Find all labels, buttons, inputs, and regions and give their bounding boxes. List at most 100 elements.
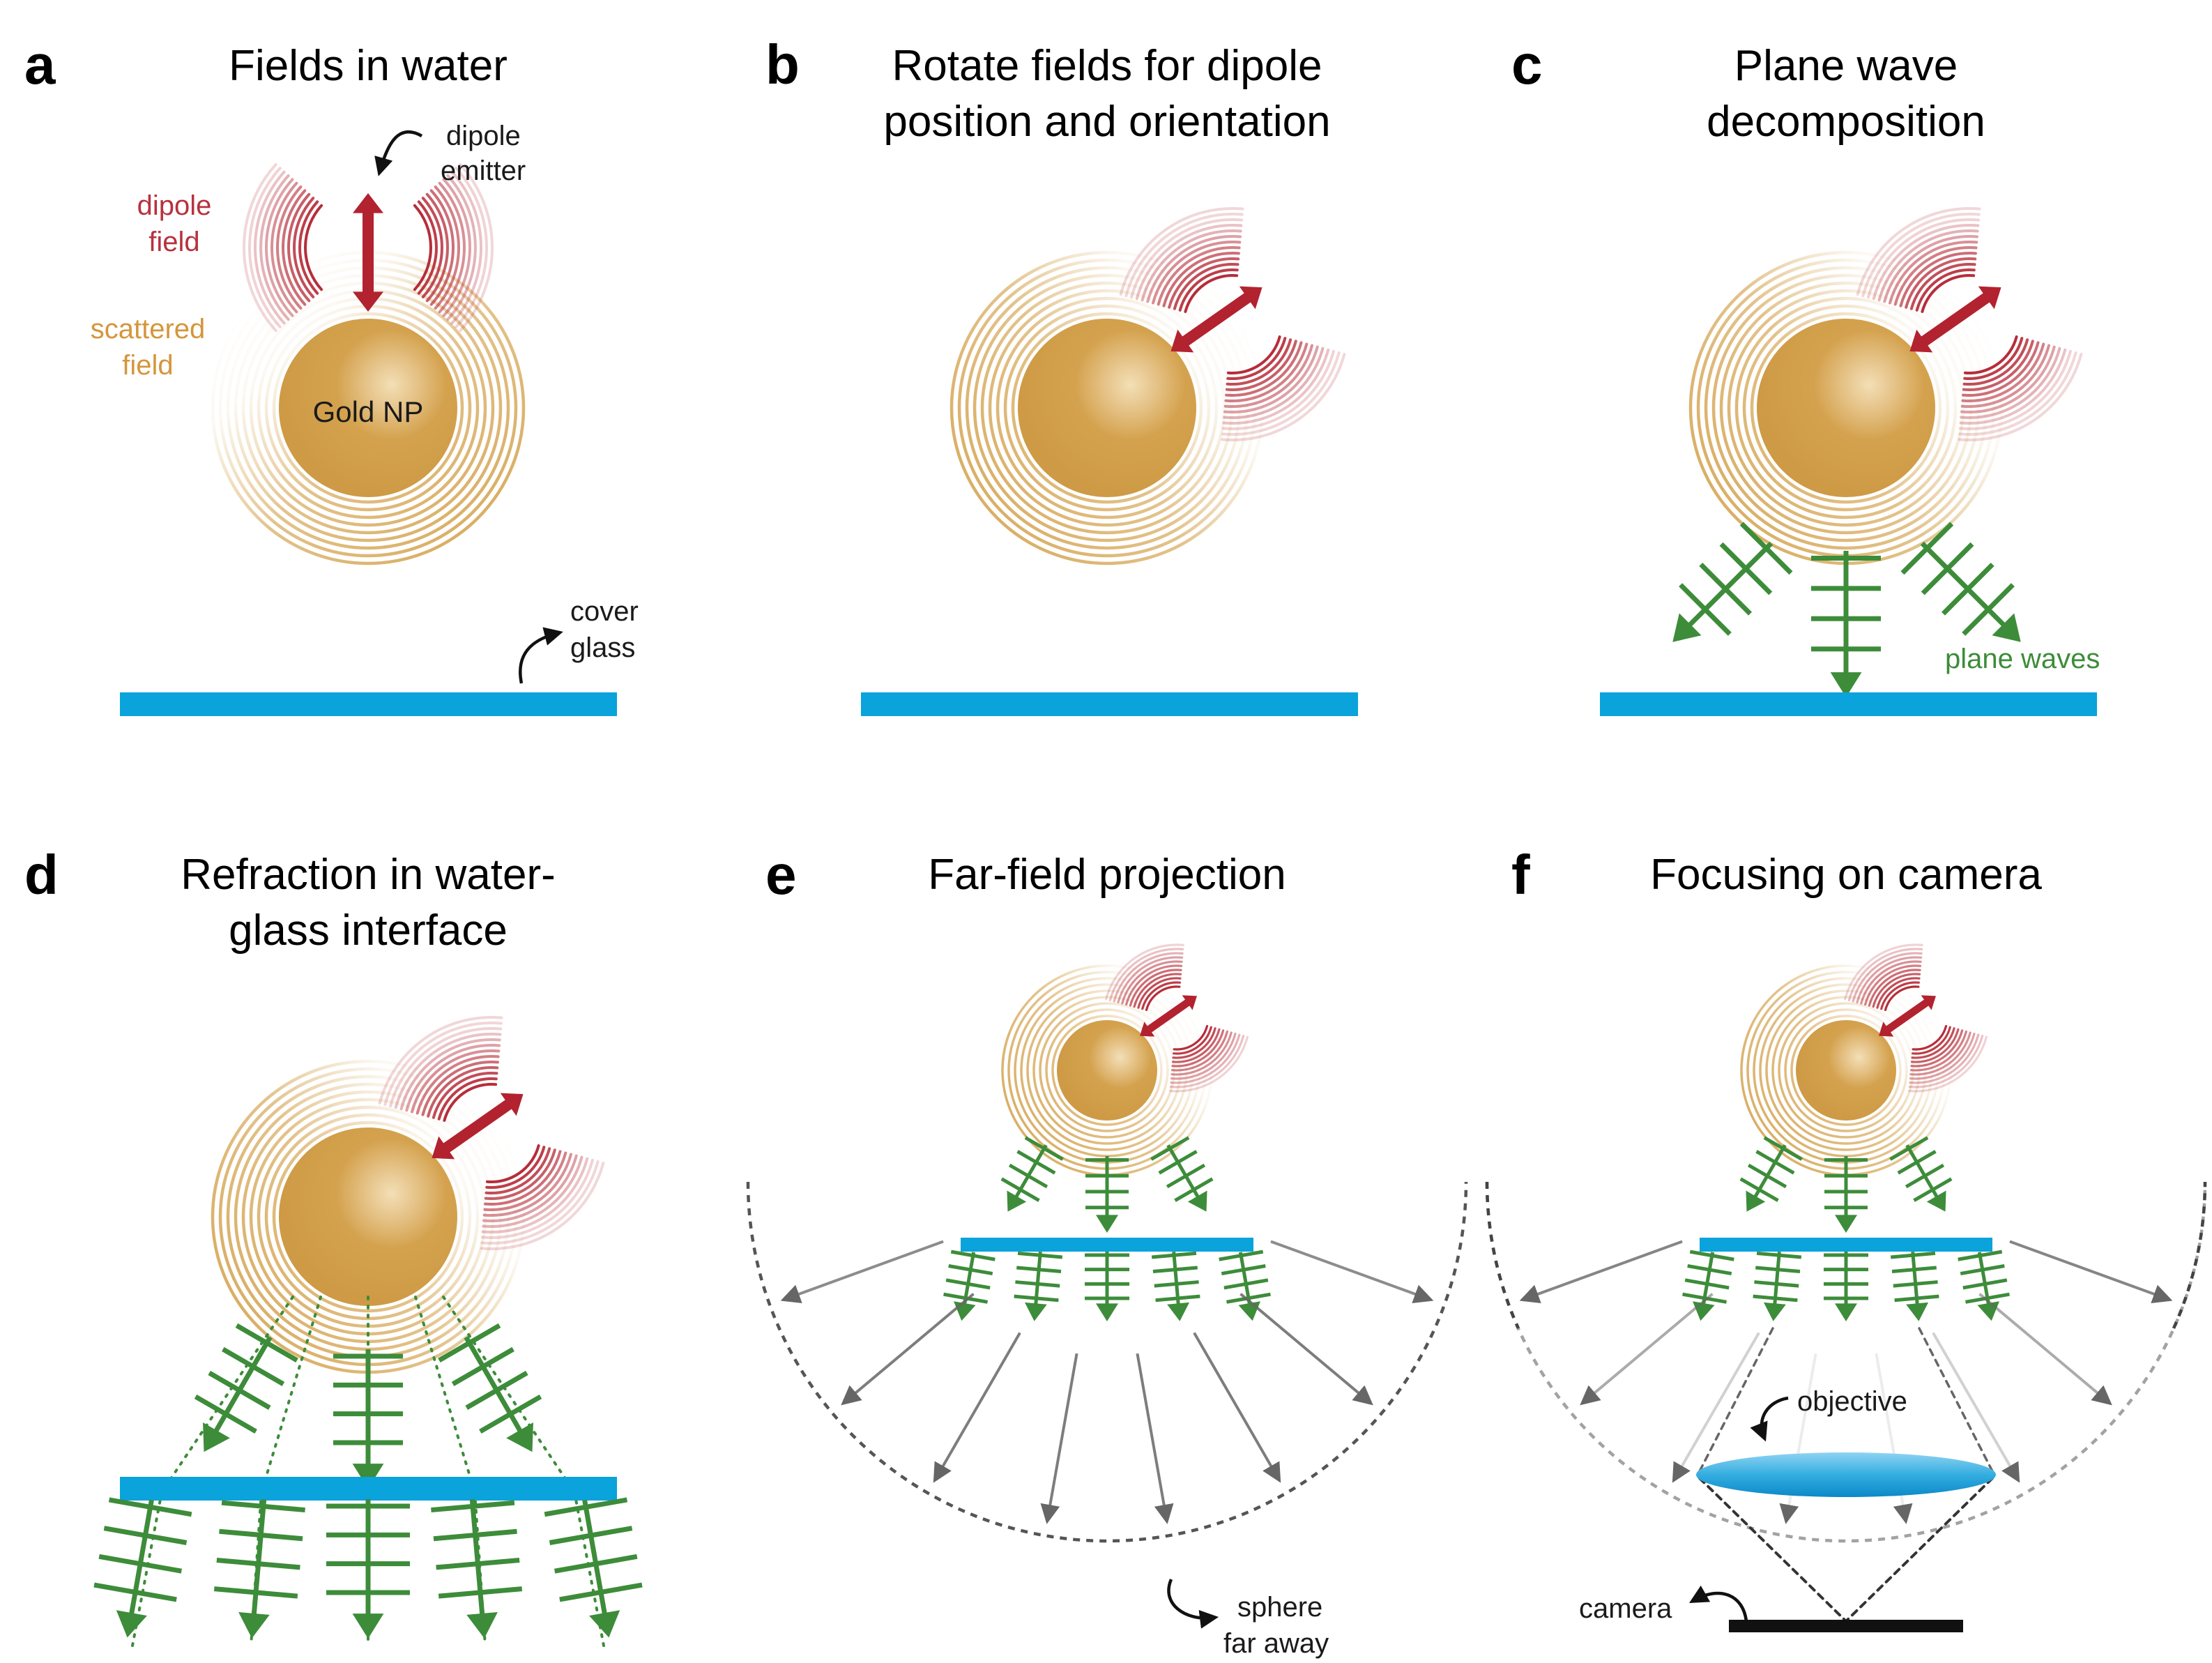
wave-front-bar bbox=[431, 1500, 515, 1513]
dipole-field-arc bbox=[1912, 1025, 1948, 1051]
wave-front-bar bbox=[1689, 1250, 1734, 1261]
dipole-field-arc bbox=[1909, 262, 1976, 310]
wave-front-bar bbox=[1905, 1163, 1945, 1189]
wave-arrow-head bbox=[1693, 1301, 1715, 1321]
panel-c-cover-glass bbox=[1600, 692, 2097, 716]
wave-front-bar bbox=[1747, 1163, 1787, 1189]
wave-front-bar bbox=[436, 1557, 520, 1570]
dipole-field-arc bbox=[1124, 213, 1244, 298]
panel-d-transmitted-wave-3 bbox=[326, 1499, 410, 1639]
wave-front-bar bbox=[108, 1497, 192, 1517]
wave-front-bar bbox=[479, 1394, 542, 1434]
wave-arrow-head bbox=[1096, 1303, 1118, 1321]
dipole-field-arc bbox=[421, 1061, 499, 1116]
dipole-arrow-head bbox=[1182, 995, 1197, 1010]
dipole-field-arc bbox=[1909, 1031, 1971, 1076]
panel-f-plane-wave-left bbox=[1739, 1136, 1803, 1212]
dipole-field-arc bbox=[411, 1049, 501, 1114]
wave-front-bar bbox=[1962, 1278, 2008, 1290]
cover-glass-pointer-arrow bbox=[519, 627, 563, 684]
panel-e-plane-wave-center bbox=[1085, 1156, 1129, 1233]
wave-front-bar bbox=[943, 1292, 988, 1304]
panel-f-transmitted-wave-2 bbox=[1753, 1251, 1802, 1321]
panel-f-transmitted-wave-5 bbox=[1958, 1250, 2010, 1321]
scattered-field-ring bbox=[1011, 312, 1203, 504]
wave-arrow-head bbox=[238, 1611, 270, 1639]
dipole-field-arc bbox=[281, 189, 307, 306]
dipole-field-arc bbox=[270, 181, 298, 314]
wave-arrow-head bbox=[1835, 1303, 1857, 1321]
panel-letter-e: e bbox=[765, 844, 797, 906]
wave-front-bar bbox=[549, 1526, 633, 1545]
wave-front-bar bbox=[1158, 1150, 1198, 1175]
panel-d-incident-ray bbox=[442, 1296, 576, 1494]
dipole-field-arc bbox=[248, 167, 282, 328]
dipole-arrow-head bbox=[353, 193, 383, 213]
panel-f-cone-line bbox=[1918, 1327, 1994, 1473]
panel-f-dipole-field bbox=[1844, 943, 1988, 1093]
dipole-field-arc bbox=[1221, 351, 1341, 436]
panel-b-gold-np bbox=[1018, 319, 1196, 497]
dipole-field-arc bbox=[485, 1144, 540, 1183]
panel-f-transmitted-wave-3 bbox=[1824, 1252, 1868, 1321]
dipole-field-arc bbox=[1170, 1033, 1241, 1084]
dipole-field-arc bbox=[480, 1162, 605, 1250]
dipole-field-arc bbox=[1168, 257, 1240, 309]
wave-front-bar bbox=[1755, 1266, 1801, 1274]
wave-front-bar bbox=[1958, 1250, 2003, 1261]
dipole-field-arc bbox=[1225, 340, 1297, 391]
dipole-field-arc bbox=[482, 1155, 583, 1228]
dipole-arrow-head bbox=[500, 1093, 524, 1116]
dipole-field-arc bbox=[1877, 229, 1979, 302]
sphere-far-away-pointer-arrow bbox=[1167, 1579, 1219, 1629]
dipole-field-arc bbox=[1905, 257, 1977, 309]
camera-label: camera bbox=[1579, 1593, 1672, 1624]
wave-front-bar bbox=[1024, 1136, 1064, 1161]
panel-e-transmitted-wave-2 bbox=[1014, 1251, 1063, 1321]
panel-f-cone-line bbox=[1698, 1327, 1774, 1473]
wave-front-bar bbox=[950, 1250, 996, 1261]
dipole-field-arc bbox=[1170, 1032, 1237, 1080]
panel-f-far-field-arrow bbox=[1932, 1332, 2020, 1483]
dipole-field-arc bbox=[276, 185, 303, 310]
wave-arrow-head bbox=[506, 1422, 533, 1452]
wave-front-bar bbox=[1897, 1150, 1937, 1175]
dipole-arrow-shaft bbox=[1145, 998, 1192, 1034]
panel-title-a: Fields in water bbox=[229, 42, 508, 90]
dipole-field-arc bbox=[484, 1148, 556, 1200]
dipole-field-arc bbox=[1915, 268, 1976, 312]
scattered-field-ring bbox=[965, 266, 1249, 550]
dipole-emitter-label-line2: emitter bbox=[441, 155, 526, 186]
dipole-field-arc bbox=[1960, 345, 2056, 413]
wave-front-bar bbox=[1894, 1294, 1939, 1303]
dipole-field-arc bbox=[450, 170, 482, 325]
wave-front-bar bbox=[1755, 1150, 1795, 1175]
dipole-field-arc bbox=[483, 1151, 567, 1212]
panel-b-dipole-arrow bbox=[1170, 286, 1263, 353]
panel-d-gold-np bbox=[279, 1127, 457, 1306]
wave-front-bar bbox=[1008, 1163, 1048, 1189]
dipole-field-arc bbox=[481, 1157, 589, 1234]
dipole-field-arc bbox=[1173, 1026, 1212, 1055]
dipole-field-arc bbox=[484, 1150, 562, 1206]
wave-front-bar bbox=[1763, 1136, 1803, 1161]
wave-arrow-head bbox=[1835, 1215, 1857, 1233]
panel-title-b-line2: position and orientation bbox=[883, 98, 1330, 146]
wave-front-bar bbox=[194, 1394, 257, 1434]
panel-f-far-field-arrow bbox=[1978, 1293, 2112, 1406]
dipole-field-arc bbox=[1910, 1029, 1964, 1068]
gold-np-label: Gold NP bbox=[313, 395, 424, 428]
panel-f-focus-line bbox=[1845, 1477, 1994, 1623]
dipole-field-arc bbox=[1880, 981, 1920, 1010]
scattered-field-ring bbox=[1750, 312, 1942, 504]
panel-b-scattered-field bbox=[949, 250, 1265, 565]
dipole-field-arc bbox=[1909, 1033, 1980, 1084]
dipole-field-arc bbox=[1962, 341, 2040, 397]
wave-front-bar bbox=[1962, 583, 2015, 636]
wave-arrow-head bbox=[1977, 1301, 1999, 1321]
panel-a-cover-glass bbox=[120, 692, 617, 716]
panel-e-plane-wave-right bbox=[1150, 1136, 1214, 1212]
wave-arrow-head bbox=[1746, 1190, 1766, 1212]
dipole-field-arc bbox=[1889, 240, 1978, 305]
dipole-arrow-head bbox=[432, 1136, 455, 1160]
